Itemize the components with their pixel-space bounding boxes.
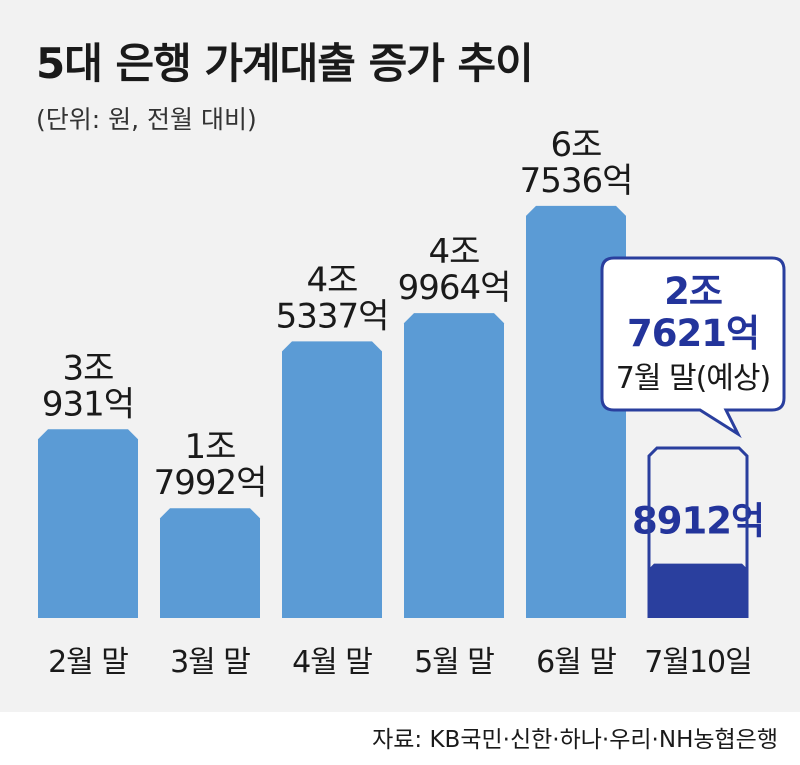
callout-value-line: 2조 — [664, 270, 722, 313]
bar-value-label: 7992억 — [154, 463, 267, 503]
bar-value-label: 8912억 — [632, 500, 764, 543]
bar-2 — [160, 508, 260, 618]
bar-value-label: 4조 — [307, 260, 358, 300]
bar-value-label: 1조 — [185, 427, 236, 467]
category-label: 7월10일 — [644, 645, 751, 680]
bar-4 — [404, 313, 504, 618]
chart-subtitle: (단위: 원, 전월 대비) — [36, 105, 257, 134]
bar-value-label: 4조 — [429, 232, 480, 272]
bar-value-label: 5337억 — [276, 296, 389, 336]
bar-1 — [38, 429, 138, 618]
source-note: 자료: KB국민·신한·하나·우리·NH농협은행 — [372, 727, 778, 753]
bar-6 — [648, 563, 748, 618]
category-label: 2월 말 — [48, 645, 128, 680]
callout-note: 7월 말(예상) — [616, 361, 770, 396]
category-label: 3월 말 — [170, 645, 250, 680]
bar-value-label: 3조 — [63, 348, 114, 388]
bar-value-label: 6조 — [551, 125, 602, 165]
bar-3 — [282, 341, 382, 618]
callout-bubble — [600, 256, 786, 439]
category-label: 6월 말 — [536, 645, 616, 680]
category-label: 5월 말 — [414, 645, 494, 680]
chart-title: 5대 은행 가계대출 증가 추이 — [36, 39, 534, 88]
projected-bar-outline — [647, 446, 749, 618]
bar-value-label: 931억 — [42, 384, 134, 424]
bar-value-label: 9964억 — [398, 268, 511, 308]
callout-value-line: 7621억 — [627, 312, 759, 355]
bar-value-label: 7536억 — [520, 161, 633, 201]
category-label: 4월 말 — [292, 645, 372, 680]
